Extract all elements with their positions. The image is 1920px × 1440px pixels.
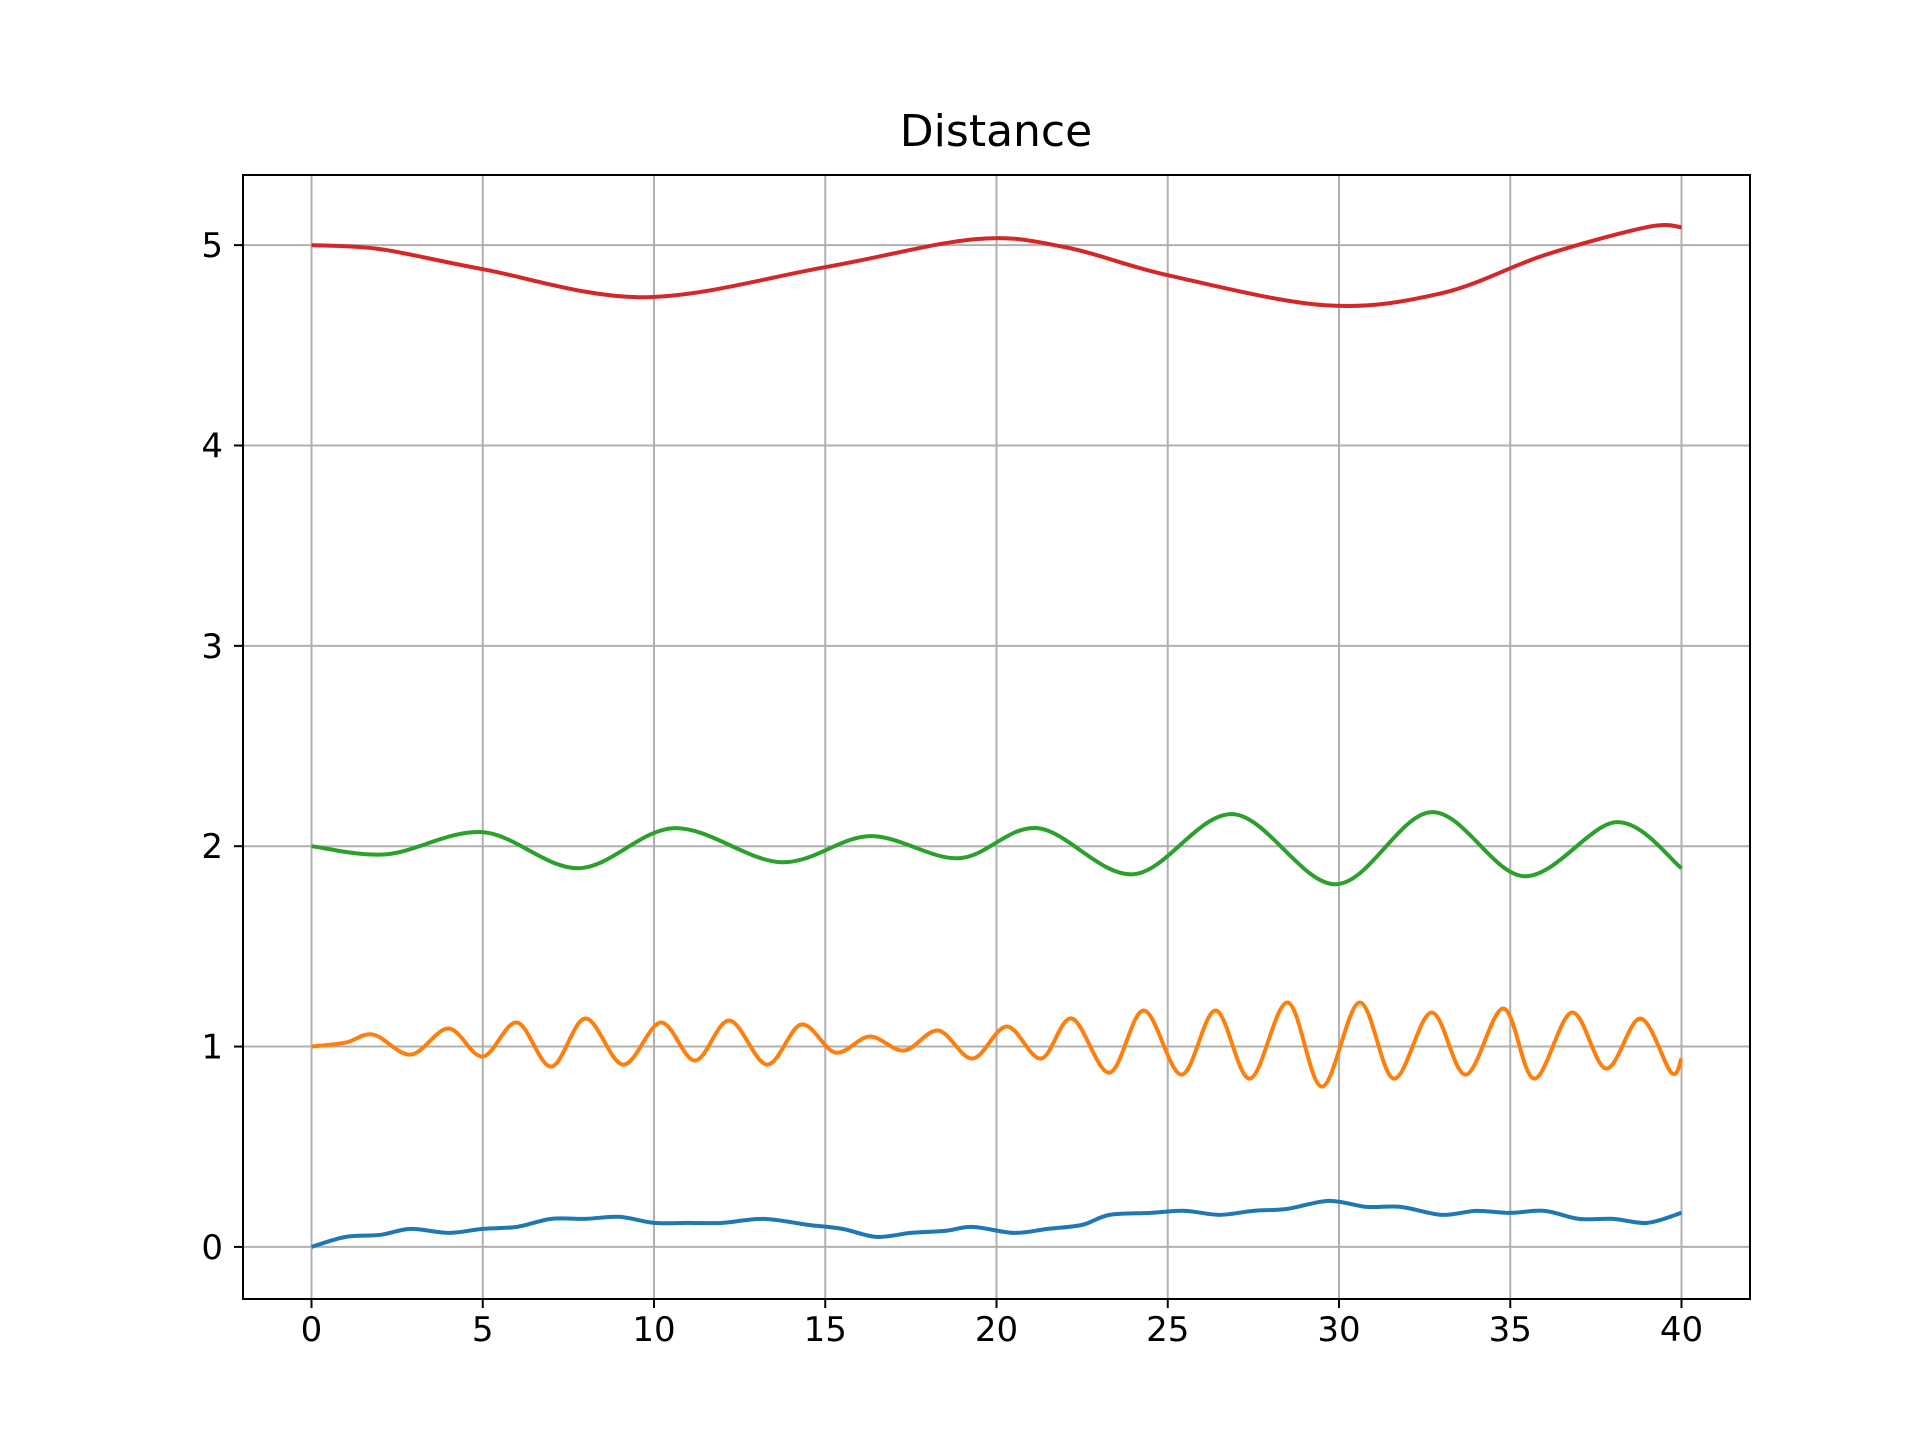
x-tick-label: 30	[1317, 1310, 1360, 1350]
chart-title: Distance	[900, 106, 1092, 157]
y-tick-label: 3	[201, 627, 223, 667]
series-line	[311, 223, 1682, 308]
x-tick-label: 40	[1660, 1310, 1703, 1350]
y-tick-label: 2	[201, 827, 223, 867]
x-tick-label: 10	[632, 1310, 675, 1350]
series-line	[310, 1198, 1683, 1249]
y-tick-label: 0	[201, 1228, 223, 1268]
x-tick-label: 15	[804, 1310, 847, 1350]
series-line	[311, 1000, 1684, 1089]
x-tick-label: 35	[1489, 1310, 1532, 1350]
x-tick-label: 5	[472, 1310, 494, 1350]
x-tick-label: 25	[1146, 1310, 1189, 1350]
y-tick-label: 5	[201, 226, 223, 266]
y-tick-label: 4	[201, 426, 223, 466]
x-tick-label: 0	[301, 1310, 323, 1350]
series-line	[311, 810, 1683, 887]
x-tick-label: 20	[975, 1310, 1018, 1350]
axes-frame	[242, 174, 1751, 1300]
y-tick-label: 1	[201, 1028, 223, 1068]
